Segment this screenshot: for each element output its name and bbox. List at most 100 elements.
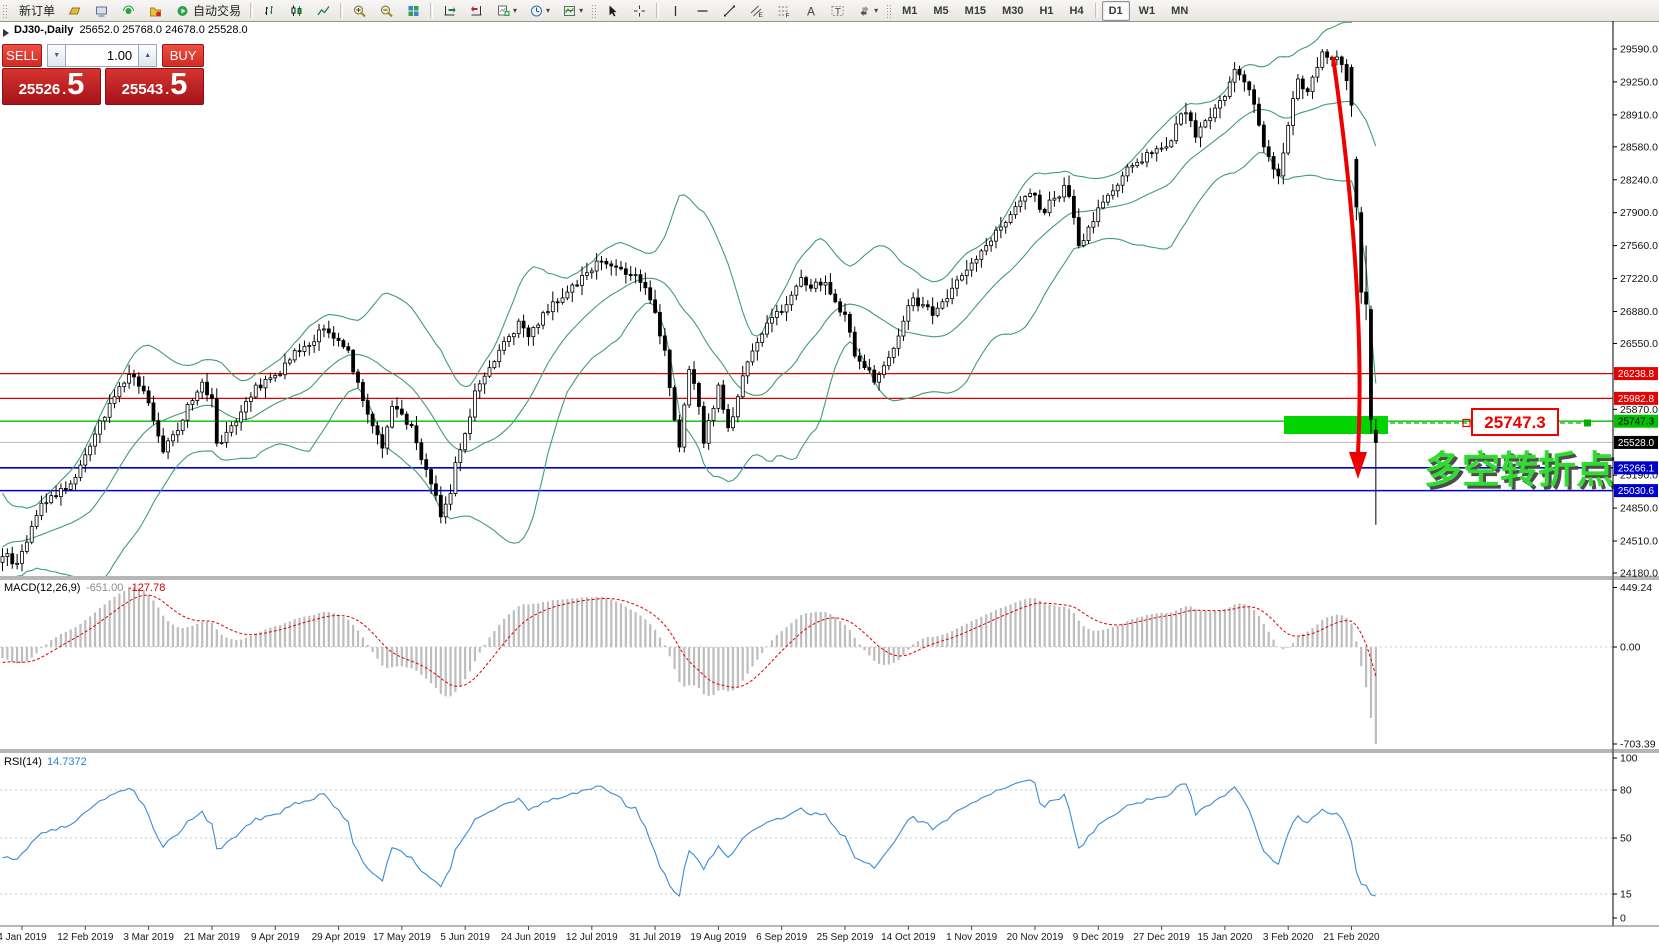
svg-text:28910.0: 28910.0 (1620, 109, 1658, 121)
time-axis: 4 Jan 2019 12 Feb 2019 3 Mar 2019 21 Mar 20… (0, 926, 1380, 943)
highlight-rectangle[interactable] (1284, 416, 1388, 434)
timeframe-m5-label: M5 (933, 4, 949, 17)
svg-text:E: E (759, 12, 764, 18)
svg-text:1 Nov 2019: 1 Nov 2019 (946, 932, 998, 943)
auto-scroll-icon (442, 4, 457, 18)
volume-increase-button[interactable]: ▲ (138, 44, 158, 67)
svg-text:-651.00: -651.00 (86, 582, 123, 594)
templates-button[interactable]: ▾ (557, 1, 588, 21)
svg-text:28240.0: 28240.0 (1620, 174, 1658, 186)
bar-chart-button[interactable] (257, 1, 282, 21)
candlestick-chart-button[interactable] (284, 1, 309, 21)
timeframe-h4[interactable]: H4 (1063, 1, 1091, 21)
svg-text:0: 0 (1620, 913, 1626, 925)
svg-text:15 Jan 2020: 15 Jan 2020 (1197, 932, 1252, 943)
price-callout[interactable]: 25747.3 (1390, 408, 1591, 436)
volume-decrease-button[interactable]: ▼ (47, 44, 67, 67)
timeframe-h4-label: H4 (1069, 4, 1084, 17)
macd-signal-line (2, 594, 1377, 688)
macd-histogram (1, 587, 1377, 744)
clock-icon (529, 4, 544, 18)
arrows-button[interactable]: ▾ (852, 1, 883, 21)
svg-text:31 Jul 2019: 31 Jul 2019 (629, 932, 681, 943)
svg-text:29 Apr 2019: 29 Apr 2019 (312, 932, 366, 943)
timeframe-d1[interactable]: D1 (1101, 0, 1130, 21)
svg-text:9 Dec 2019: 9 Dec 2019 (1073, 932, 1125, 943)
new-order-button-label: 新订单 (19, 4, 56, 18)
toolbar-grip-2 (591, 3, 597, 18)
terminal-icon (94, 4, 109, 18)
autotrade-button[interactable]: 自动交易 (170, 1, 246, 21)
timeframe-d1-label: D1 (1108, 4, 1123, 17)
svg-text:25030.6: 25030.6 (1618, 486, 1655, 497)
rsi-line (2, 779, 1376, 898)
svg-text:27220.0: 27220.0 (1620, 273, 1658, 285)
svg-text:25528.0: 25528.0 (1618, 438, 1655, 449)
horizontal-line-button[interactable] (690, 1, 715, 21)
crosshair-button[interactable] (627, 1, 652, 21)
trendline-icon (722, 4, 737, 18)
cursor-button[interactable] (600, 1, 625, 21)
toolbar-sep-1 (250, 3, 254, 18)
main-toolbar: 新订单 自动交易 ▾ ▾ ▾ E F A T ▾ M1 M5 M15 M30 H1 H4 D1 W1 MN (0, 0, 1659, 22)
text-label-button[interactable]: T (825, 1, 850, 21)
equidistant-channel-button[interactable]: E (744, 1, 769, 21)
svg-text:24510.0: 24510.0 (1620, 536, 1658, 548)
text-button[interactable]: A (798, 1, 823, 21)
svg-text:26880.0: 26880.0 (1620, 306, 1658, 318)
timeframe-m15[interactable]: M15 (958, 1, 993, 21)
zoom-out-icon (379, 4, 394, 18)
fibonacci-button[interactable]: F (771, 1, 796, 21)
svg-text:80: 80 (1620, 785, 1632, 797)
line-chart-button[interactable] (311, 1, 336, 21)
zoom-in-icon (352, 4, 367, 18)
svg-text:-127.78: -127.78 (128, 582, 165, 594)
timeframe-w1[interactable]: W1 (1132, 1, 1163, 21)
zoom-in-button[interactable] (347, 1, 372, 21)
signal-button[interactable] (116, 1, 141, 21)
price-box-text: 25747.3 (1484, 413, 1545, 432)
svg-text:20 Nov 2019: 20 Nov 2019 (1007, 932, 1064, 943)
sell-button[interactable]: SELL (2, 44, 43, 67)
svg-text:A: A (807, 4, 815, 18)
volume-input[interactable] (66, 44, 139, 67)
svg-text:28580.0: 28580.0 (1620, 141, 1658, 153)
svg-text:25266.1: 25266.1 (1618, 463, 1655, 474)
symbol-period-label: DJ30-,Daily (14, 24, 74, 36)
history-folder-icon (148, 4, 163, 18)
svg-text:15: 15 (1620, 889, 1632, 901)
crash-arrow[interactable] (1331, 56, 1367, 479)
timeframe-m5[interactable]: M5 (926, 1, 955, 21)
ingot-button[interactable] (62, 1, 87, 21)
tile-windows-button[interactable] (401, 1, 426, 21)
history-center-button[interactable] (143, 1, 168, 21)
zoom-out-button[interactable] (374, 1, 399, 21)
terminal-button[interactable] (89, 1, 114, 21)
volume-stepper: ▼ ▲ (47, 44, 158, 67)
svg-text:26238.8: 26238.8 (1618, 369, 1655, 380)
buy-button[interactable]: BUY (162, 44, 204, 67)
line-chart-icon (316, 4, 331, 18)
chart-shift-button[interactable] (464, 1, 489, 21)
sell-price-dot: . (62, 81, 67, 97)
auto-scroll-button[interactable] (437, 1, 462, 21)
timeframe-m1[interactable]: M1 (895, 1, 924, 21)
trendline-button[interactable] (717, 1, 742, 21)
timeframe-m30[interactable]: M30 (995, 1, 1030, 21)
new-order-button[interactable]: 新订单 (11, 1, 60, 21)
vertical-line-button[interactable] (663, 1, 688, 21)
svg-text:17 May 2019: 17 May 2019 (373, 932, 431, 943)
periods-button[interactable]: ▾ (524, 1, 555, 21)
svg-text:T: T (835, 6, 841, 17)
buy-price-panel[interactable]: 25543. 5 (105, 68, 204, 105)
svg-text:25982.8: 25982.8 (1618, 394, 1655, 405)
price-axis: 29590.0 29250.0 28910.0 28580.0 28240.0 27900… (1612, 21, 1658, 926)
svg-text:24850.0: 24850.0 (1620, 503, 1658, 515)
sell-price-panel[interactable]: 25526. 5 (2, 68, 101, 105)
new-chart-button[interactable]: ▾ (491, 1, 522, 21)
timeframe-h1[interactable]: H1 (1032, 1, 1060, 21)
timeframe-mn[interactable]: MN (1164, 1, 1195, 21)
chart-expand-icon[interactable] (3, 29, 9, 37)
